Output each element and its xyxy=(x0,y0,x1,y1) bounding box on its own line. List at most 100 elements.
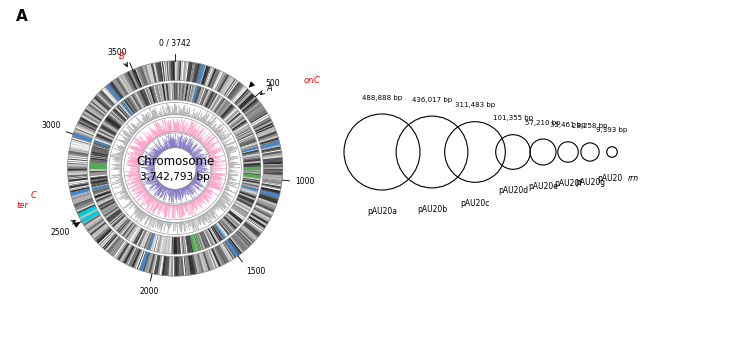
Wedge shape xyxy=(152,218,155,226)
Wedge shape xyxy=(166,256,172,276)
Wedge shape xyxy=(134,205,136,206)
Wedge shape xyxy=(131,249,143,269)
Wedge shape xyxy=(172,222,173,223)
Wedge shape xyxy=(193,200,195,202)
Wedge shape xyxy=(114,161,122,163)
Wedge shape xyxy=(196,172,197,173)
Wedge shape xyxy=(191,109,195,117)
Wedge shape xyxy=(90,165,107,169)
Wedge shape xyxy=(164,139,168,149)
Wedge shape xyxy=(134,146,143,151)
Wedge shape xyxy=(140,188,144,190)
Wedge shape xyxy=(122,245,134,264)
Wedge shape xyxy=(160,112,162,117)
Wedge shape xyxy=(118,105,129,118)
Text: pAU20: pAU20 xyxy=(597,174,623,183)
Wedge shape xyxy=(125,132,132,137)
Wedge shape xyxy=(177,121,178,132)
Wedge shape xyxy=(115,189,126,195)
Wedge shape xyxy=(147,140,150,142)
Wedge shape xyxy=(147,143,149,144)
Wedge shape xyxy=(193,86,201,103)
Wedge shape xyxy=(238,93,255,110)
Wedge shape xyxy=(72,191,91,197)
Wedge shape xyxy=(101,203,116,212)
Wedge shape xyxy=(148,135,153,140)
Wedge shape xyxy=(147,214,148,216)
Wedge shape xyxy=(234,125,250,135)
Wedge shape xyxy=(161,187,166,198)
Wedge shape xyxy=(253,117,271,128)
Wedge shape xyxy=(144,232,151,249)
Wedge shape xyxy=(188,133,189,134)
Wedge shape xyxy=(181,188,183,195)
Wedge shape xyxy=(145,114,150,122)
Wedge shape xyxy=(162,187,165,192)
Wedge shape xyxy=(134,152,141,155)
Wedge shape xyxy=(167,83,171,100)
Wedge shape xyxy=(218,101,231,117)
Wedge shape xyxy=(203,251,212,271)
Wedge shape xyxy=(227,183,229,184)
Wedge shape xyxy=(180,188,183,198)
Wedge shape xyxy=(140,213,146,222)
Wedge shape xyxy=(96,195,113,204)
Wedge shape xyxy=(169,189,170,194)
Wedge shape xyxy=(191,201,194,206)
Wedge shape xyxy=(231,235,245,252)
Wedge shape xyxy=(171,237,172,254)
Wedge shape xyxy=(104,206,119,217)
Wedge shape xyxy=(210,155,215,157)
Wedge shape xyxy=(165,205,168,218)
Wedge shape xyxy=(97,130,114,140)
Wedge shape xyxy=(178,105,180,115)
Wedge shape xyxy=(204,143,210,147)
Wedge shape xyxy=(191,220,196,231)
Wedge shape xyxy=(187,203,188,204)
Wedge shape xyxy=(195,159,204,162)
Wedge shape xyxy=(175,61,177,81)
Text: ter: ter xyxy=(17,201,28,210)
Wedge shape xyxy=(132,185,142,190)
Wedge shape xyxy=(172,138,173,148)
Text: 9,393 bp: 9,393 bp xyxy=(596,127,628,133)
Wedge shape xyxy=(239,190,257,198)
Wedge shape xyxy=(212,129,215,130)
Wedge shape xyxy=(187,120,193,134)
Wedge shape xyxy=(153,202,159,215)
Wedge shape xyxy=(209,210,217,219)
Wedge shape xyxy=(164,129,166,133)
Wedge shape xyxy=(195,176,198,177)
Wedge shape xyxy=(242,179,260,185)
Wedge shape xyxy=(226,149,233,152)
Wedge shape xyxy=(123,134,131,139)
Wedge shape xyxy=(76,122,96,134)
Wedge shape xyxy=(142,132,151,141)
Wedge shape xyxy=(148,64,155,83)
Wedge shape xyxy=(241,185,258,191)
Wedge shape xyxy=(242,98,258,112)
Wedge shape xyxy=(182,61,188,81)
Wedge shape xyxy=(110,111,124,125)
Wedge shape xyxy=(183,222,185,232)
Wedge shape xyxy=(261,142,280,150)
Wedge shape xyxy=(130,94,141,111)
Wedge shape xyxy=(199,216,201,219)
Wedge shape xyxy=(125,173,139,176)
Wedge shape xyxy=(131,131,134,134)
Wedge shape xyxy=(120,101,133,116)
Wedge shape xyxy=(185,256,191,275)
Wedge shape xyxy=(193,219,195,221)
Wedge shape xyxy=(210,248,221,267)
Wedge shape xyxy=(215,205,219,209)
Wedge shape xyxy=(179,125,180,132)
Wedge shape xyxy=(179,256,184,276)
Wedge shape xyxy=(173,118,174,132)
Wedge shape xyxy=(180,189,183,198)
Wedge shape xyxy=(185,186,188,190)
Wedge shape xyxy=(120,170,121,171)
Wedge shape xyxy=(259,137,279,145)
Wedge shape xyxy=(140,65,150,85)
Wedge shape xyxy=(114,79,126,96)
Wedge shape xyxy=(236,128,251,137)
